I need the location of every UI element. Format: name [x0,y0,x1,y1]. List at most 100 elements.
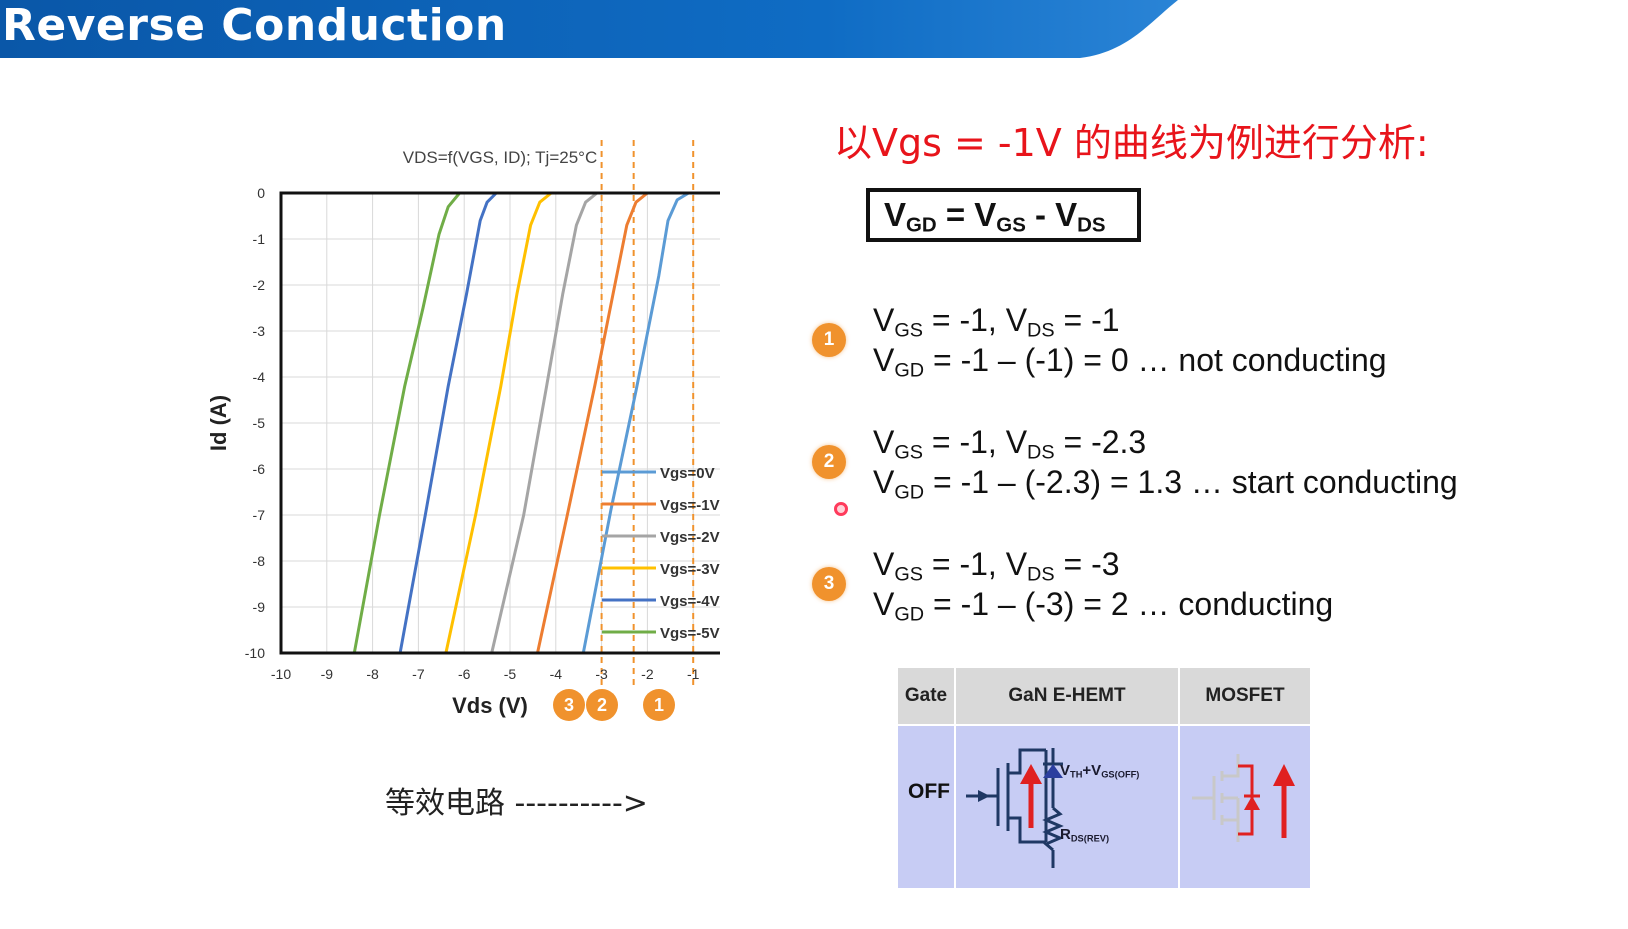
series-line-Vgs=-1V [536,191,720,654]
header-mosfet-text: MOSFET [1205,685,1285,706]
case-3-vds-value: = -3 [1054,546,1120,582]
chart-title: VDS=f(VGS, ID); Tj=25°C [403,148,598,167]
legend-label-Vgs=-2V: Vgs=-2V [660,529,720,546]
diode-icon [1043,764,1063,778]
vth-v: V [1060,762,1071,779]
case-1-vds-value: = -1 [1054,302,1120,338]
case-1-result: = -1 – (-1) = 0 … not conducting [924,342,1387,378]
x-tick-label: -7 [412,666,425,682]
header-gan-ehemt-text: GaN E-HEMT [1008,685,1126,706]
case-1-mid: = -1, V [923,302,1028,338]
vth-plus: +V [1082,762,1102,779]
case-badge-3: 3 [812,567,846,601]
formula-v: V [884,196,907,233]
title-banner [0,0,1178,58]
vgd-formula-box: VGD = VGS - VDS [866,188,1141,242]
vds-marker-badge-2: 2 [586,689,618,721]
y-tick-label: -7 [253,507,266,523]
case-2-vds-value: = -2.3 [1054,424,1147,460]
x-tick-label: -1 [687,666,700,682]
cell-off-label [898,726,954,888]
case-1-line-1: VGS = -1, VDS = -1 [873,302,1120,343]
case-1-line-2: VGD = -1 – (-1) = 0 … not conducting [873,342,1387,383]
vth-vgsoff-label: VTH+VGS(OFF) [1060,762,1139,780]
case-1-v2: V [873,342,895,378]
case-3-result: = -1 – (-3) = 2 … conducting [924,586,1334,622]
vds-marker-badge-3: 3 [553,689,585,721]
x-tick-label: -3 [595,666,608,682]
cell-gan-circuit [956,726,1178,888]
legend-label-Vgs=-5V: Vgs=-5V [660,625,720,642]
formula-sub-gd: GD [906,213,937,237]
case-3-v: V [873,546,895,582]
gan-transistor-icon [966,748,1048,844]
legend-label-Vgs=0V: Vgs=0V [660,465,715,482]
formula-sub-ds: DS [1077,213,1106,237]
y-tick-label: -6 [253,461,266,477]
slide-title: Reverse Conduction [2,0,507,51]
x-tick-label: -4 [550,666,563,682]
header-gan-ehemt: GaN E-HEMT [956,668,1178,724]
mosfet-symbol [1192,754,1295,842]
y-tick-label: -10 [245,645,265,661]
x-axis-label: Vds (V) [452,693,528,718]
row-label-off: OFF [908,780,950,803]
y-tick-label: -2 [253,277,266,293]
case-3-sub-ds: DS [1027,563,1055,586]
analysis-heading: 以Vgs = -1V 的曲线为例进行分析: [834,121,1429,165]
mosfet-transistor-icon [1192,754,1240,842]
case-badge-2: 2 [812,445,846,479]
series-line-Vgs=-3V [444,191,720,654]
header-mosfet: MOSFET [1180,668,1310,724]
vth-sub-th: TH [1070,769,1083,780]
y-tick-label: 0 [257,185,265,201]
case-2-result: = -1 – (-2.3) = 1.3 … start conducting [924,464,1458,500]
case-1-sub-gs: GS [894,319,923,342]
body-diode-icon [1238,764,1260,836]
x-tick-label: -6 [458,666,471,682]
gate-arrow-icon [978,790,990,802]
legend-label-Vgs=-1V: Vgs=-1V [660,497,720,514]
equivalent-circuit-label: 等效电路 ----------> [385,786,648,821]
formula-sub-gs: GS [996,213,1026,237]
y-tick-label: -9 [253,599,266,615]
case-2-sub-gs: GS [894,441,923,464]
series-line-Vgs=-5V [352,191,720,654]
case-3-sub-gs: GS [894,563,923,586]
y-tick-label: -4 [253,369,266,385]
rds-r: R [1060,826,1071,843]
case-1-v: V [873,302,895,338]
case-2-mid: = -1, V [923,424,1028,460]
formula-minus: - V [1025,196,1078,233]
y-tick-label: -8 [253,553,266,569]
rds-rev-label: RDS(REV) [1060,826,1109,844]
vds-marker-badge-1: 1 [643,689,675,721]
case-1-sub-ds: DS [1027,319,1055,342]
formula-eq: = V [936,196,997,233]
case-2-sub-ds: DS [1027,441,1055,464]
x-tick-label: -9 [321,666,334,682]
case-2-v: V [873,424,895,460]
plot-frame [279,191,720,655]
rds-sub: DS(REV) [1070,833,1110,844]
case-badge-1: 1 [812,323,846,357]
x-tick-label: -8 [366,666,379,682]
x-tick-label: -2 [641,666,654,682]
gan-ehemt-symbol [966,748,1064,868]
reverse-current-arrow-icon [1020,764,1042,828]
y-tick-label: -5 [253,415,266,431]
case-3-line-1: VGS = -1, VDS = -3 [873,546,1120,587]
equivalent-circuit-table: Gate GaN E-HEMT MOSFET OFF VTH [898,668,1310,888]
series-line-Vgs=-4V [398,191,720,654]
vth-sub-gsoff: GS(OFF) [1101,769,1140,780]
header-gate-text: Gate [904,685,948,706]
case-2-line-1: VGS = -1, VDS = -2.3 [873,424,1146,465]
case-2-line-2: VGD = -1 – (-2.3) = 1.3 … start conducti… [873,464,1458,505]
y-axis-label: Id (A) [206,395,231,451]
cell-mosfet-circuit [1180,726,1310,888]
pointer-cursor-dot [834,502,848,516]
series-line-Vgs=-2V [490,191,720,654]
header-gate: Gate [898,668,954,724]
x-tick-label: -10 [271,666,291,682]
case-3-v2: V [873,586,895,622]
